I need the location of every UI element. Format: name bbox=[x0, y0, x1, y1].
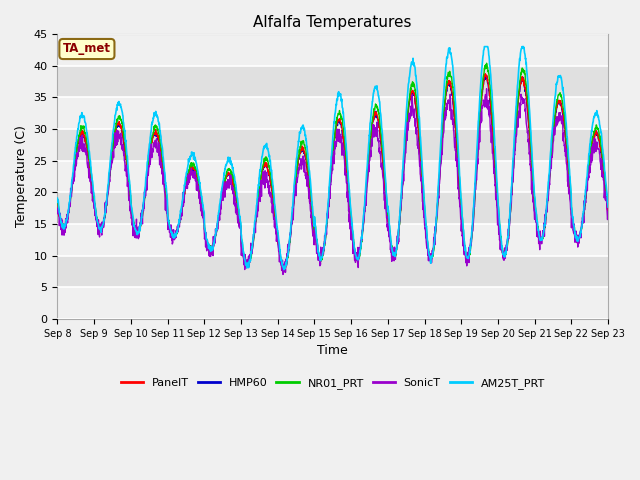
PanelT bbox=[321, 235, 329, 241]
AM25T_PRT bbox=[589, 123, 596, 129]
Bar bbox=[58, 97, 608, 129]
AM25T_PRT bbox=[54, 195, 61, 201]
Legend: PanelT, HMP60, NR01_PRT, SonicT, AM25T_PRT: PanelT, HMP60, NR01_PRT, SonicT, AM25T_P… bbox=[116, 373, 549, 393]
PanelT bbox=[488, 110, 495, 116]
SonicT bbox=[488, 129, 495, 134]
NR01_PRT bbox=[82, 131, 90, 136]
AM25T_PRT bbox=[589, 121, 596, 127]
Line: SonicT: SonicT bbox=[58, 89, 608, 275]
Bar bbox=[58, 129, 608, 161]
SonicT bbox=[307, 207, 315, 213]
HMP60 bbox=[589, 140, 596, 146]
PanelT bbox=[604, 209, 612, 215]
NR01_PRT bbox=[589, 134, 596, 140]
HMP60 bbox=[307, 201, 315, 207]
NR01_PRT bbox=[307, 192, 315, 198]
SonicT bbox=[279, 272, 287, 277]
NR01_PRT bbox=[483, 60, 490, 66]
SonicT bbox=[483, 86, 490, 92]
AM25T_PRT bbox=[488, 86, 495, 92]
HMP60 bbox=[279, 266, 287, 272]
HMP60 bbox=[54, 204, 61, 209]
NR01_PRT bbox=[488, 100, 495, 106]
AM25T_PRT bbox=[481, 44, 488, 49]
Bar bbox=[58, 192, 608, 224]
Line: NR01_PRT: NR01_PRT bbox=[58, 63, 608, 269]
SonicT bbox=[321, 235, 329, 240]
X-axis label: Time: Time bbox=[317, 344, 348, 357]
AM25T_PRT bbox=[307, 184, 315, 190]
PanelT bbox=[280, 268, 287, 274]
NR01_PRT bbox=[604, 204, 612, 210]
PanelT bbox=[481, 71, 489, 77]
HMP60 bbox=[482, 72, 490, 78]
AM25T_PRT bbox=[82, 120, 90, 126]
Text: TA_met: TA_met bbox=[63, 43, 111, 56]
NR01_PRT bbox=[54, 196, 61, 202]
NR01_PRT bbox=[321, 238, 329, 243]
NR01_PRT bbox=[589, 135, 596, 141]
HMP60 bbox=[82, 140, 90, 145]
SonicT bbox=[82, 149, 90, 155]
SonicT bbox=[54, 205, 61, 211]
AM25T_PRT bbox=[280, 267, 287, 273]
Bar bbox=[58, 288, 608, 319]
Line: PanelT: PanelT bbox=[58, 74, 608, 271]
Bar bbox=[58, 66, 608, 97]
PanelT bbox=[589, 138, 596, 144]
Title: Alfalfa Temperatures: Alfalfa Temperatures bbox=[253, 15, 412, 30]
Line: HMP60: HMP60 bbox=[58, 75, 608, 269]
SonicT bbox=[589, 155, 596, 161]
Bar bbox=[58, 161, 608, 192]
Bar bbox=[58, 256, 608, 288]
Y-axis label: Temperature (C): Temperature (C) bbox=[15, 126, 28, 228]
HMP60 bbox=[488, 117, 495, 123]
SonicT bbox=[604, 209, 612, 215]
HMP60 bbox=[321, 232, 329, 238]
HMP60 bbox=[589, 138, 596, 144]
Line: AM25T_PRT: AM25T_PRT bbox=[58, 47, 608, 270]
Bar bbox=[58, 224, 608, 256]
AM25T_PRT bbox=[321, 231, 329, 237]
Bar bbox=[58, 34, 608, 66]
HMP60 bbox=[604, 211, 612, 217]
PanelT bbox=[589, 139, 596, 144]
PanelT bbox=[307, 199, 315, 204]
PanelT bbox=[82, 137, 90, 143]
PanelT bbox=[54, 201, 61, 207]
NR01_PRT bbox=[280, 266, 288, 272]
AM25T_PRT bbox=[604, 204, 612, 210]
SonicT bbox=[589, 150, 596, 156]
